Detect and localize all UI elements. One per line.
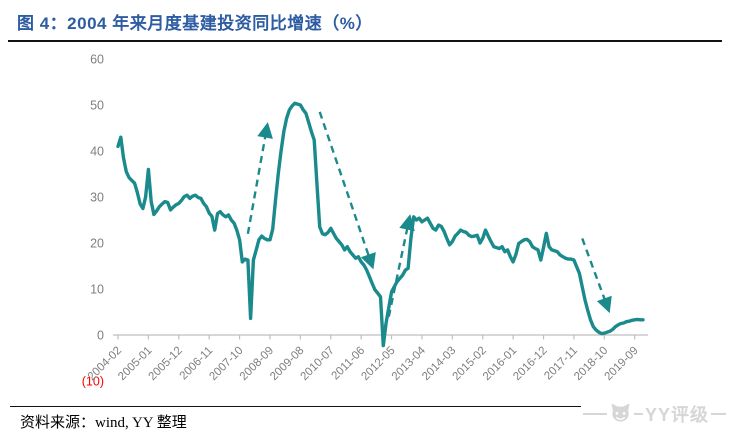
x-axis-label: 2016-12 [511,345,549,383]
y-axis-label: 20 [90,237,104,251]
trend-arrow-down [581,237,612,314]
y-axis-label: 0 [97,329,104,343]
y-axis-labels: 60 50 40 30 20 10 0 (10) [82,53,104,389]
trend-arrow-up [387,214,415,317]
line-chart: 60 50 40 30 20 10 0 (10) 2004-022005-012005-122… [82,53,648,389]
watermark-line-right [711,413,726,415]
y-axis-negative-label: (10) [82,375,104,389]
figure-title: 图 4：2004 年来月度基建投资同比增速（%） [17,14,373,33]
y-axis-label: 50 [90,99,104,113]
trend-arrows-group [246,111,612,317]
y-axis-label: 40 [90,145,104,159]
x-axis-label: 2019-09 [602,345,640,383]
trend-arrow-up [246,122,273,235]
footer-rule [10,406,722,408]
x-axis-label: 2010-07 [299,345,337,383]
watermark-line-mid [633,413,643,415]
y-axis-label: 60 [90,53,104,67]
watermark-line-left [582,413,607,415]
x-axis [113,334,648,340]
y-axis-label: 30 [90,191,104,205]
trend-line-group [116,101,645,348]
watermark-logo: YY评级 [580,397,728,431]
x-axis-label: 2005-12 [147,345,185,383]
watermark-text: YY评级 [644,405,709,425]
source-text: 资料来源：wind, YY 整理 [20,415,187,431]
trend-line [116,101,645,348]
cat-face-icon [611,403,630,422]
x-axis-labels: 2004-022005-012005-122006-112007-102008-… [86,344,641,383]
title-underline [8,40,722,43]
y-axis-label: 10 [90,283,104,297]
trend-arrow-down [318,111,376,270]
